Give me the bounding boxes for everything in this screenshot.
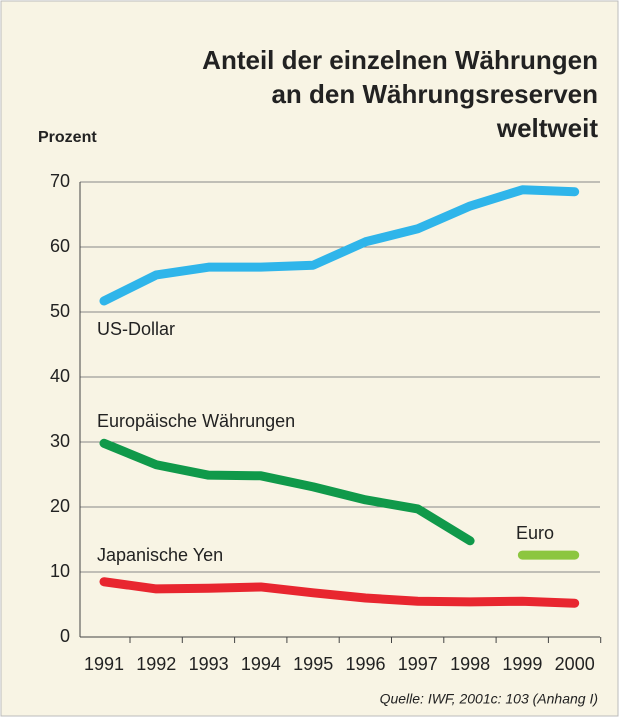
x-tick-label: 1991 (84, 654, 124, 674)
y-tick-label: 50 (50, 301, 70, 321)
y-tick-label: 60 (50, 236, 70, 256)
chart-title: an den Währungsreserven (271, 79, 598, 109)
y-tick-label: 0 (60, 626, 70, 646)
chart-title: Anteil der einzelnen Währungen (202, 45, 598, 75)
y-tick-label: 10 (50, 561, 70, 581)
x-tick-label: 1993 (189, 654, 229, 674)
series-label: Euro (516, 523, 554, 543)
series-label: Japanische Yen (97, 545, 223, 565)
y-tick-label: 30 (50, 431, 70, 451)
x-tick-label: 1992 (136, 654, 176, 674)
x-tick-label: 2000 (555, 654, 595, 674)
series-label: Europäische Währungen (97, 411, 295, 431)
series-line (99, 185, 580, 306)
y-axis-label: Prozent (38, 129, 97, 146)
x-tick-label: 1999 (502, 654, 542, 674)
y-tick-label: 20 (50, 496, 70, 516)
chart-title: weltweit (496, 113, 598, 143)
y-tick-label: 70 (50, 171, 70, 191)
series-line (99, 438, 475, 546)
y-tick-label: 40 (50, 366, 70, 386)
x-tick-label: 1998 (450, 654, 490, 674)
source: Quelle: IWF, 2001c: 103 (Anhang I) (380, 691, 598, 707)
x-tick-label: 1997 (398, 654, 438, 674)
x-tick-label: 1995 (293, 654, 333, 674)
series-label: US-Dollar (97, 319, 175, 339)
x-tick-label: 1996 (345, 654, 385, 674)
x-tick-label: 1994 (241, 654, 281, 674)
series-line (99, 577, 580, 608)
